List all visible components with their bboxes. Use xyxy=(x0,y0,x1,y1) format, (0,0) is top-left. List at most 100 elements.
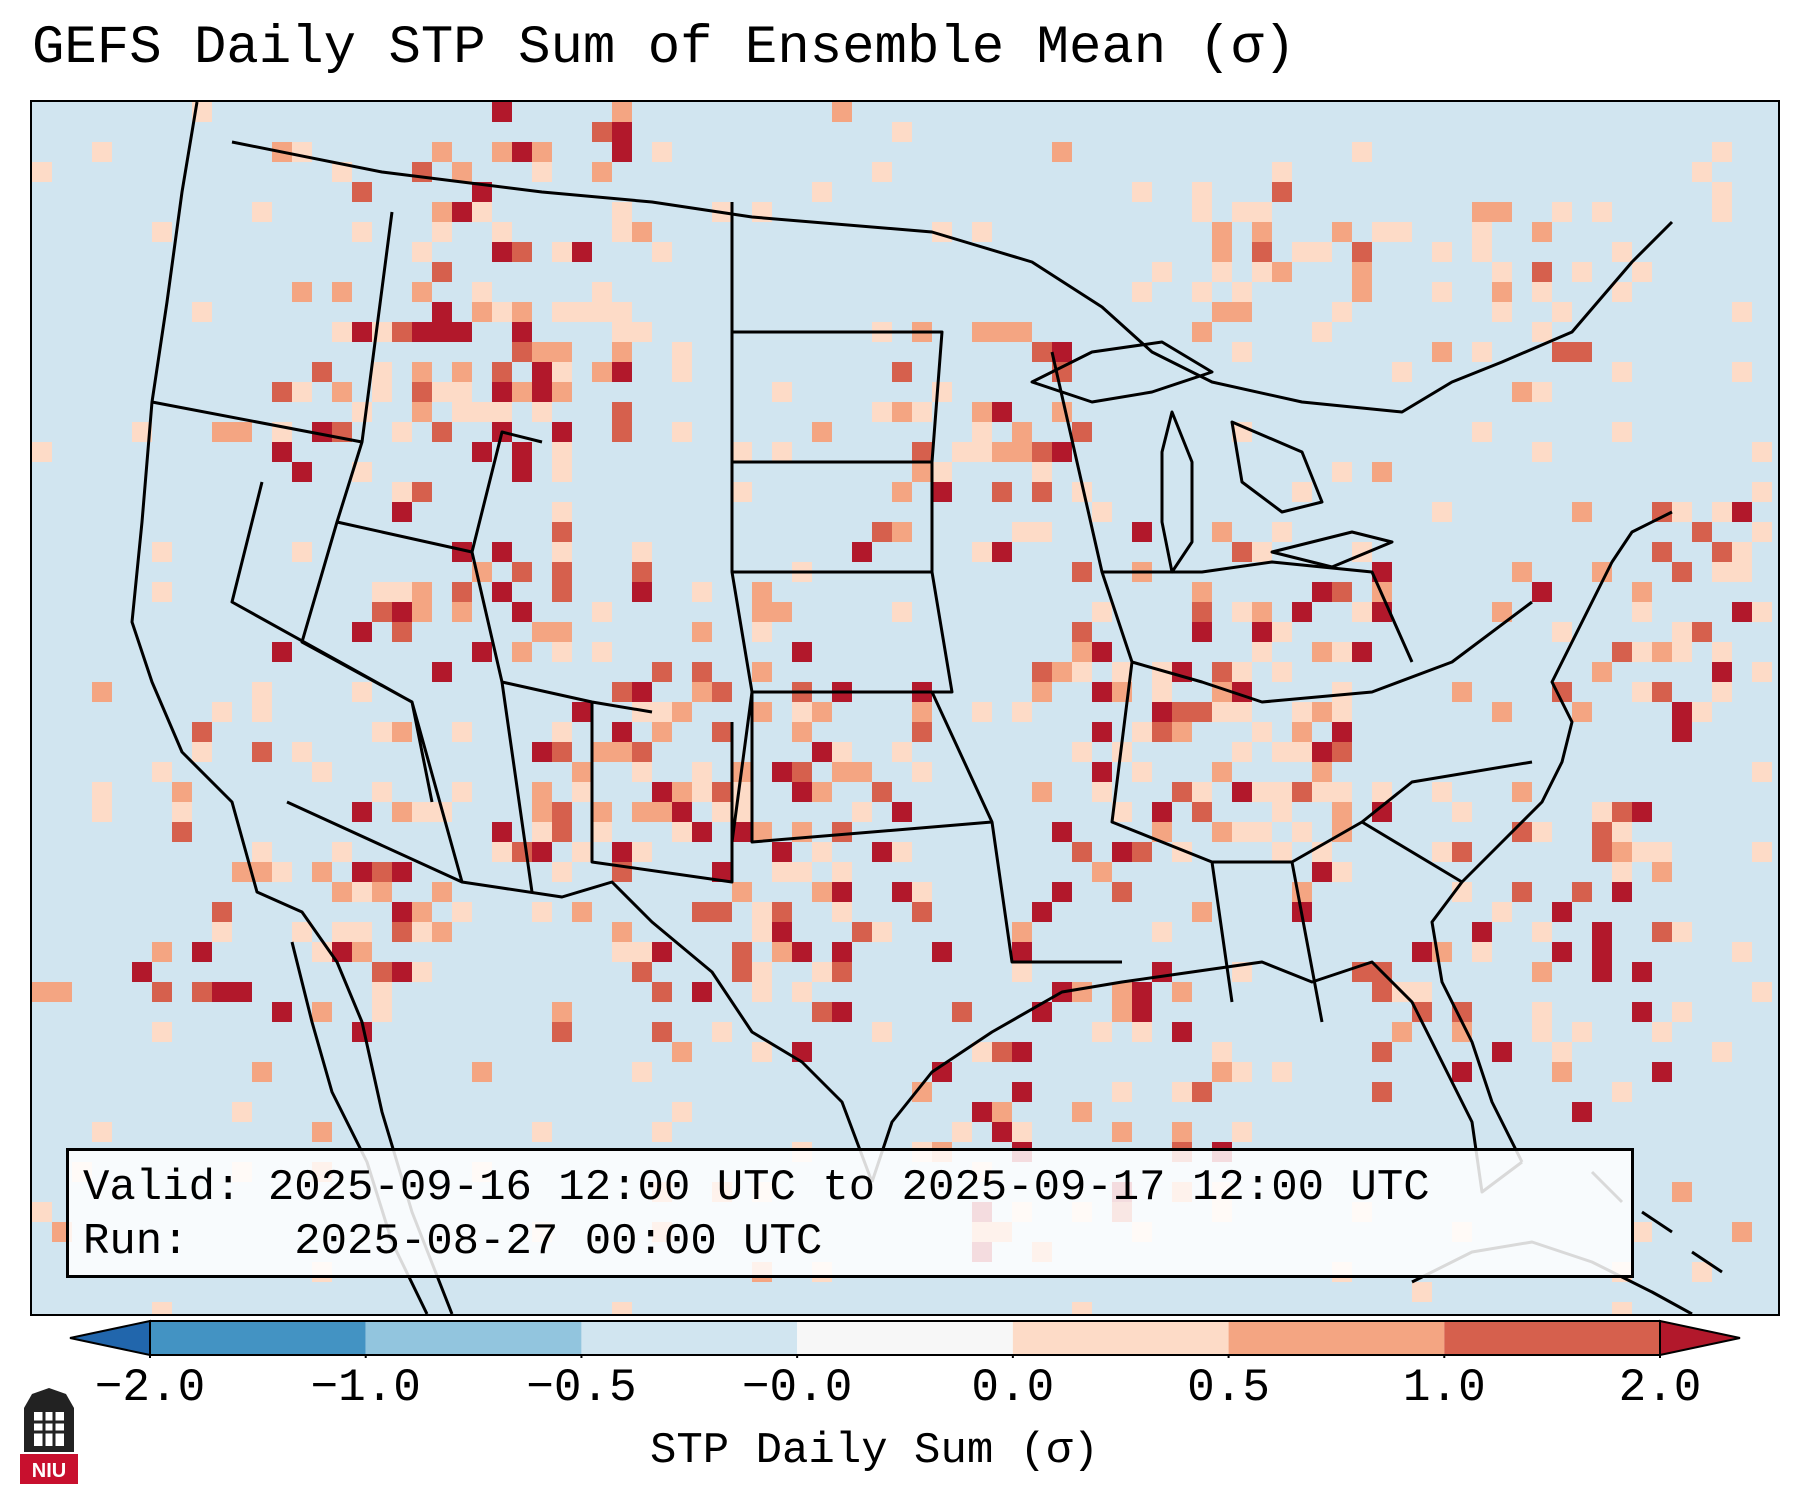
anomaly-cell xyxy=(1232,542,1252,562)
anomaly-cell xyxy=(1112,882,1132,902)
anomaly-cell xyxy=(152,542,172,562)
anomaly-cell xyxy=(992,1042,1012,1062)
anomaly-cell xyxy=(712,722,732,742)
anomaly-cell xyxy=(552,802,572,822)
anomaly-cell xyxy=(652,982,672,1002)
anomaly-cell xyxy=(52,982,72,1002)
anomaly-cell xyxy=(172,802,192,822)
anomaly-cell xyxy=(772,942,792,962)
anomaly-cell xyxy=(192,742,212,762)
anomaly-cell xyxy=(1012,962,1032,982)
anomaly-cell xyxy=(352,942,372,962)
anomaly-cell xyxy=(552,642,572,662)
colorbar-bin xyxy=(581,1321,798,1355)
anomaly-cell xyxy=(1172,722,1192,742)
anomaly-cell xyxy=(452,542,472,562)
anomaly-cell xyxy=(1212,1042,1232,1062)
anomaly-cell xyxy=(1372,1042,1392,1062)
anomaly-cell xyxy=(192,982,212,1002)
anomaly-cell xyxy=(512,602,532,622)
anomaly-cell xyxy=(1292,782,1312,802)
anomaly-cell xyxy=(232,422,252,442)
anomaly-cell xyxy=(152,942,172,962)
anomaly-cell xyxy=(612,362,632,382)
anomaly-cell xyxy=(632,962,652,982)
anomaly-cell xyxy=(692,682,712,702)
anomaly-cell xyxy=(772,922,792,942)
anomaly-cell xyxy=(1372,1082,1392,1102)
anomaly-cell xyxy=(352,802,372,822)
anomaly-cell xyxy=(1212,822,1232,842)
anomaly-cell xyxy=(392,502,412,522)
anomaly-cell xyxy=(1492,202,1512,222)
anomaly-cell xyxy=(1192,282,1212,302)
colorbar-tick-label: 0.5 xyxy=(1187,1362,1270,1414)
anomaly-cell xyxy=(892,882,912,902)
anomaly-cell xyxy=(1112,842,1132,862)
anomaly-cell xyxy=(572,242,592,262)
anomaly-cell xyxy=(1592,942,1612,962)
anomaly-cell xyxy=(532,342,552,362)
anomaly-cell xyxy=(1352,262,1372,282)
anomaly-cell xyxy=(212,902,232,922)
anomaly-cell xyxy=(1132,282,1152,302)
anomaly-cell xyxy=(432,422,452,442)
anomaly-cell xyxy=(1612,1302,1632,1314)
anomaly-cell xyxy=(1192,202,1212,222)
anomaly-cell xyxy=(1232,742,1252,762)
anomaly-cell xyxy=(212,702,232,722)
anomaly-cell xyxy=(812,742,832,762)
anomaly-cell xyxy=(192,722,212,742)
anomaly-cell xyxy=(332,842,352,862)
anomaly-cell xyxy=(1612,422,1632,442)
anomaly-cell xyxy=(492,382,512,402)
anomaly-cell xyxy=(612,1302,632,1314)
anomaly-cell xyxy=(1312,862,1332,882)
anomaly-cell xyxy=(152,222,172,242)
anomaly-cell xyxy=(1152,262,1172,282)
anomaly-cell xyxy=(452,722,472,742)
anomaly-cell xyxy=(892,402,912,422)
anomaly-cell xyxy=(1492,1042,1512,1062)
anomaly-cell xyxy=(1592,822,1612,842)
anomaly-cell xyxy=(1192,602,1212,622)
map-canvas xyxy=(32,102,1772,1314)
anomaly-cell xyxy=(1272,162,1292,182)
anomaly-cell xyxy=(1472,922,1492,942)
colorbar-tick-label: 0.0 xyxy=(971,1362,1055,1414)
anomaly-cell xyxy=(1532,382,1552,402)
valid-label: Valid: xyxy=(83,1163,242,1213)
anomaly-cell xyxy=(932,462,952,482)
anomaly-cell xyxy=(1512,382,1532,402)
anomaly-cell xyxy=(432,322,452,342)
anomaly-cell xyxy=(1252,202,1272,222)
state-lines-east xyxy=(1050,351,1533,1023)
anomaly-cell xyxy=(1552,902,1572,922)
anomaly-cell xyxy=(152,1302,172,1314)
anomaly-cell xyxy=(452,162,472,182)
anomaly-cell xyxy=(1432,842,1452,862)
anomaly-cell xyxy=(1292,242,1312,262)
valid-value: 2025-09-16 12:00 UTC to 2025-09-17 12:00… xyxy=(267,1163,1430,1213)
anomaly-cell xyxy=(632,842,652,862)
anomaly-cell xyxy=(572,902,592,922)
anomaly-cell xyxy=(1412,1002,1432,1022)
anomaly-cell xyxy=(1572,502,1592,522)
anomaly-cell xyxy=(572,702,592,722)
anomaly-cell xyxy=(212,982,232,1002)
anomaly-cell xyxy=(1752,662,1772,682)
anomaly-cell xyxy=(692,902,712,922)
anomaly-cell xyxy=(1212,222,1232,242)
anomaly-cell xyxy=(492,302,512,322)
anomaly-cell xyxy=(752,702,772,722)
anomaly-cell xyxy=(1072,742,1092,762)
state-lines-central xyxy=(730,202,1122,964)
anomaly-cell xyxy=(332,282,352,302)
anomaly-cell xyxy=(1332,682,1352,702)
anomaly-cell xyxy=(712,902,732,922)
anomaly-cell xyxy=(572,762,592,782)
anomaly-cell xyxy=(392,862,412,882)
anomaly-cell xyxy=(272,862,292,882)
anomaly-cell xyxy=(432,302,452,322)
anomaly-cell xyxy=(1612,1082,1632,1102)
